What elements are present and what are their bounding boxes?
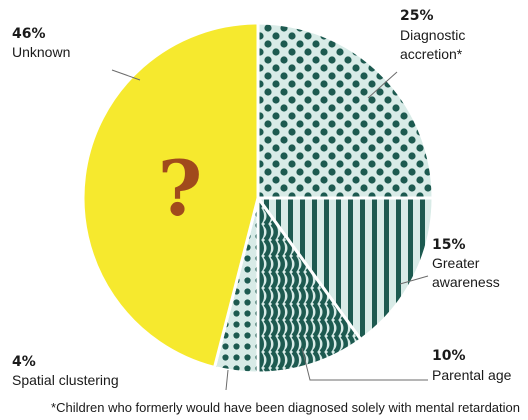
label-spatial: 4% Spatial clustering: [12, 354, 119, 388]
label-diagnostic: 25% Diagnostic accretion*: [400, 8, 465, 62]
leader-line-spatial: [225, 369, 229, 391]
pie-slice-diagnostic-accretion: [256, 21, 435, 200]
slice-label-parental: Parental age: [432, 367, 512, 383]
pct-label-parental: 10%: [432, 348, 466, 364]
slice-label-awareness-line2: awareness: [432, 274, 500, 290]
unknown-question-mark: ?: [158, 144, 203, 233]
leader-line-parental: [301, 347, 428, 381]
slice-label-awareness-line1: Greater: [432, 255, 480, 271]
slice-label-diagnostic-line1: Diagnostic: [400, 27, 465, 43]
label-parental: 10% Parental age: [432, 348, 512, 383]
label-unknown: 46% Unknown: [12, 26, 70, 60]
label-awareness: 15% Greater awareness: [432, 237, 500, 290]
pct-label-spatial: 4%: [12, 354, 36, 370]
slice-label-unknown: Unknown: [12, 44, 70, 60]
pct-label-awareness: 15%: [432, 237, 466, 253]
footnote: *Children who formerly would have been d…: [51, 400, 520, 415]
leader-line-awareness: [399, 275, 429, 285]
slice-label-diagnostic-line2: accretion*: [400, 46, 463, 62]
pct-label-unknown: 46%: [12, 26, 46, 42]
pie-slice-greater-awareness: [255, 196, 435, 342]
pie-slice-unknown: [81, 21, 260, 370]
pie-slice-parental-age: [256, 193, 363, 375]
leader-line-diagnostic: [367, 71, 398, 99]
pct-label-diagnostic: 25%: [400, 8, 434, 24]
slice-label-spatial: Spatial clustering: [12, 372, 119, 388]
leader-line-unknown: [111, 69, 141, 81]
